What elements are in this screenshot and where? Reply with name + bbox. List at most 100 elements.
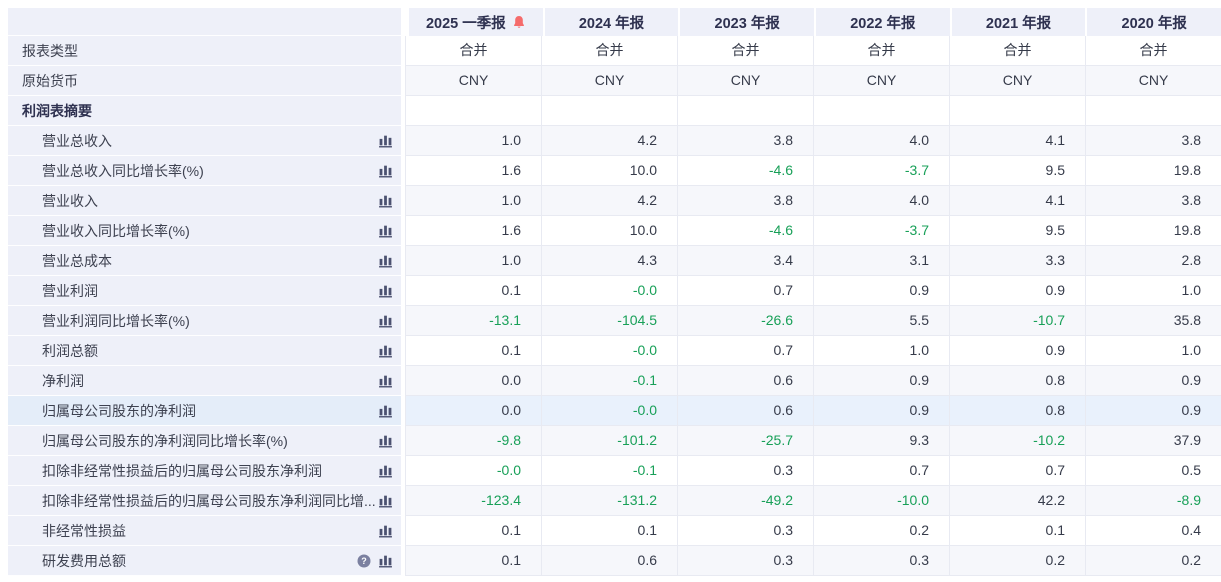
bar-chart-icon[interactable] xyxy=(378,133,393,148)
value-cell: -123.4 xyxy=(405,486,541,516)
value-cell: 0.6 xyxy=(677,396,813,426)
row-label-cell: 利润总额 xyxy=(8,336,405,366)
table-row: 归属母公司股东的净利润 0.0 -0.0 0.6 0.9 0.8 0.9 xyxy=(8,396,1221,426)
value-cell xyxy=(1085,96,1221,126)
value-cell: 0.9 xyxy=(949,336,1085,366)
value-cell: 1.6 xyxy=(405,156,541,186)
table-row: 原始货币 CNY CNY CNY CNY CNY CNY xyxy=(8,66,1221,96)
bar-chart-icon[interactable] xyxy=(378,163,393,178)
row-label-cell: 扣除非经常性损益后的归属母公司股东净利润 xyxy=(8,456,405,486)
value-cell: 2.8 xyxy=(1085,246,1221,276)
value-cell: 0.1 xyxy=(541,516,677,546)
table-row: 营业利润 0.1 -0.0 0.7 0.9 0.9 1.0 xyxy=(8,276,1221,306)
value-cell: 4.0 xyxy=(813,126,949,156)
bar-chart-icon[interactable] xyxy=(378,223,393,238)
value-cell: 合并 xyxy=(677,36,813,66)
value-cell: 4.3 xyxy=(541,246,677,276)
value-cell: -0.0 xyxy=(541,276,677,306)
row-label: 扣除非经常性损益后的归属母公司股东净利润同比增... xyxy=(42,492,376,509)
row-label: 报表类型 xyxy=(22,42,78,59)
alert-bell-icon[interactable] xyxy=(512,15,526,29)
value-cell: 4.2 xyxy=(541,126,677,156)
value-cell: -4.6 xyxy=(677,156,813,186)
value-cell: -0.0 xyxy=(405,456,541,486)
value-cell: 1.0 xyxy=(405,246,541,276)
value-cell: 19.8 xyxy=(1085,216,1221,246)
bar-chart-icon[interactable] xyxy=(378,193,393,208)
row-label: 归属母公司股东的净利润同比增长率(%) xyxy=(42,432,288,449)
bar-chart-icon[interactable] xyxy=(378,493,393,508)
value-cell: 3.4 xyxy=(677,246,813,276)
value-cell: 0.7 xyxy=(949,456,1085,486)
row-icons: ? xyxy=(357,553,401,568)
value-cell: 10.0 xyxy=(541,216,677,246)
value-cell: 0.1 xyxy=(405,546,541,576)
bar-chart-icon[interactable] xyxy=(378,313,393,328)
value-cell: CNY xyxy=(677,66,813,96)
row-icons xyxy=(378,343,401,358)
help-icon[interactable]: ? xyxy=(357,554,371,568)
table-row: 扣除非经常性损益后的归属母公司股东净利润 -0.0 -0.1 0.3 0.7 0.7 0.5 xyxy=(8,456,1221,486)
value-cell: 0.0 xyxy=(405,396,541,426)
bar-chart-icon[interactable] xyxy=(378,283,393,298)
value-cell: 5.5 xyxy=(813,306,949,336)
table-row: 利润总额 0.1 -0.0 0.7 1.0 0.9 1.0 xyxy=(8,336,1221,366)
bar-chart-icon[interactable] xyxy=(378,463,393,478)
value-cell: -4.6 xyxy=(677,216,813,246)
value-cell: 3.1 xyxy=(813,246,949,276)
row-label-cell: 研发费用总额? xyxy=(8,546,405,576)
row-label-cell: 营业总收入同比增长率(%) xyxy=(8,156,405,186)
value-cell: 0.9 xyxy=(813,276,949,306)
value-cell: 19.8 xyxy=(1085,156,1221,186)
bar-chart-icon[interactable] xyxy=(378,343,393,358)
row-label: 扣除非经常性损益后的归属母公司股东净利润 xyxy=(42,462,322,479)
value-cell: -25.7 xyxy=(677,426,813,456)
value-cell: 1.0 xyxy=(813,336,949,366)
table-row: 营业收入 1.0 4.2 3.8 4.0 4.1 3.8 xyxy=(8,186,1221,216)
row-label: 利润表摘要 xyxy=(22,102,92,119)
value-cell: 0.1 xyxy=(405,516,541,546)
row-icons xyxy=(378,133,401,148)
value-cell: 0.0 xyxy=(405,366,541,396)
value-cell: 1.0 xyxy=(1085,336,1221,366)
column-header-label: 2022 年报 xyxy=(850,15,916,32)
bar-chart-icon[interactable] xyxy=(378,403,393,418)
row-icons xyxy=(378,523,401,538)
column-header: 2024 年报 xyxy=(542,8,679,36)
table-row: 研发费用总额? 0.1 0.6 0.3 0.3 0.2 0.2 xyxy=(8,546,1221,576)
value-cell: 1.0 xyxy=(1085,276,1221,306)
value-cell: 合并 xyxy=(541,36,677,66)
column-header: 2022 年报 xyxy=(814,8,950,36)
column-header: 2021 年报 xyxy=(949,8,1086,36)
table-row: 利润表摘要 xyxy=(8,96,1221,126)
value-cell: CNY xyxy=(813,66,949,96)
bar-chart-icon[interactable] xyxy=(378,433,393,448)
corner-cell xyxy=(8,8,405,36)
row-icons xyxy=(378,283,401,298)
value-cell: 0.2 xyxy=(949,546,1085,576)
table-row: 归属母公司股东的净利润同比增长率(%) -9.8 -101.2 -25.7 9.3 -10… xyxy=(8,426,1221,456)
row-label-cell: 净利润 xyxy=(8,366,405,396)
row-icons xyxy=(378,193,401,208)
table-row: 营业总收入同比增长率(%) 1.6 10.0 -4.6 -3.7 9.5 19.8 xyxy=(8,156,1221,186)
value-cell: -8.9 xyxy=(1085,486,1221,516)
value-cell: 4.2 xyxy=(541,186,677,216)
column-header-label: 2020 年报 xyxy=(1121,15,1187,32)
value-cell: -101.2 xyxy=(541,426,677,456)
value-cell: -10.7 xyxy=(949,306,1085,336)
value-cell: 0.9 xyxy=(813,366,949,396)
bar-chart-icon[interactable] xyxy=(378,523,393,538)
table-row: 扣除非经常性损益后的归属母公司股东净利润同比增... -123.4 -131.2 -4… xyxy=(8,486,1221,516)
value-cell: -49.2 xyxy=(677,486,813,516)
value-cell: -13.1 xyxy=(405,306,541,336)
row-label: 营业总成本 xyxy=(42,252,112,269)
bar-chart-icon[interactable] xyxy=(378,553,393,568)
row-label-cell: 营业利润 xyxy=(8,276,405,306)
row-icons xyxy=(378,253,401,268)
bar-chart-icon[interactable] xyxy=(378,253,393,268)
value-cell: 0.1 xyxy=(405,276,541,306)
value-cell xyxy=(677,96,813,126)
value-cell: CNY xyxy=(541,66,677,96)
bar-chart-icon[interactable] xyxy=(378,373,393,388)
